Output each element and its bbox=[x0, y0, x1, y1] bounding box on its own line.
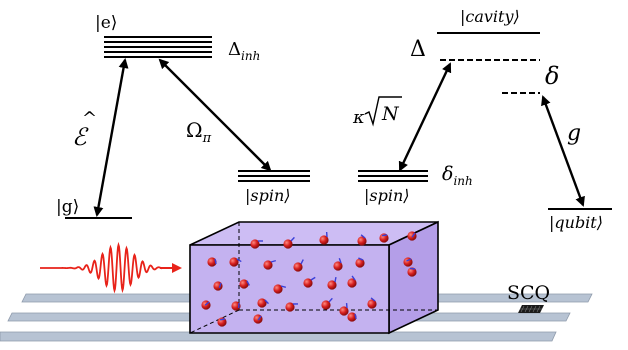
sqrt-sign bbox=[364, 96, 402, 127]
spin-arrow-icon bbox=[300, 259, 304, 265]
spin-label-right: |spin⟩ bbox=[364, 186, 410, 205]
spin-arrow-icon bbox=[411, 232, 416, 238]
spin-arrow-icon bbox=[280, 285, 287, 288]
spin-arrow-icon bbox=[219, 318, 226, 321]
spin-arrow-icon bbox=[214, 258, 217, 265]
spin-atom bbox=[257, 298, 267, 308]
spin-atom bbox=[253, 314, 263, 324]
collective-coupling-arrow bbox=[398, 62, 452, 172]
spin-atom bbox=[319, 235, 329, 245]
spin-arrow-icon bbox=[246, 280, 250, 286]
spin-arrow-icon bbox=[218, 282, 222, 288]
spin-atom bbox=[357, 236, 367, 246]
control-transition-arrow bbox=[158, 58, 272, 172]
qubit-coupling-arrow bbox=[541, 95, 585, 207]
spin-levels-right bbox=[358, 170, 428, 182]
inhomogeneous-broadening-label: Δinh bbox=[228, 39, 260, 63]
spin-arrow-icon bbox=[334, 276, 337, 283]
spin-arrow-icon bbox=[370, 297, 376, 302]
spin-atom bbox=[213, 281, 223, 291]
spin-atom bbox=[403, 257, 413, 267]
spin-atom bbox=[339, 306, 349, 316]
ground-state-label: |g⟩ bbox=[56, 197, 79, 217]
spin-arrow-icon bbox=[358, 257, 364, 261]
spin-atom bbox=[285, 302, 295, 312]
scq-label: SCQ bbox=[507, 282, 550, 304]
spin-arrow-icon bbox=[310, 276, 316, 281]
spin-levels-left bbox=[238, 170, 310, 182]
spin-atom bbox=[283, 239, 293, 249]
cavity-label: |cavity⟩ bbox=[460, 7, 520, 26]
spin-atom bbox=[367, 299, 377, 309]
spin-atom bbox=[303, 278, 313, 288]
spin-arrow-icon bbox=[381, 234, 388, 237]
spin-atom bbox=[293, 262, 303, 272]
spin-atom bbox=[263, 260, 273, 270]
spin-arrow-icon bbox=[236, 258, 242, 263]
qubit-coupling-label: g bbox=[567, 121, 581, 146]
qubit-label: |qubit⟩ bbox=[549, 213, 603, 232]
spin-atom bbox=[239, 279, 249, 289]
spin-arrow-icon bbox=[360, 234, 366, 239]
collective-coupling-n: N bbox=[381, 103, 400, 125]
spin-atom bbox=[207, 257, 217, 267]
probe-field-label: ℰ bbox=[72, 123, 89, 151]
spin-arrow-icon bbox=[409, 267, 416, 270]
spin-atom bbox=[407, 231, 417, 241]
spin-atom bbox=[407, 267, 417, 277]
spin-arrow-icon bbox=[204, 301, 210, 306]
spin-atom bbox=[347, 312, 357, 322]
probe-field-hat: ^ bbox=[82, 108, 97, 129]
spin-atom bbox=[355, 258, 365, 268]
spin-arrow-icon bbox=[354, 313, 357, 320]
scq-chip-icon bbox=[518, 305, 544, 313]
excited-state-label: |e⟩ bbox=[95, 13, 117, 33]
spin-arrow-icon bbox=[257, 315, 262, 321]
spin-inhomogeneous-label: δinh bbox=[442, 163, 473, 188]
spin-atom bbox=[333, 261, 343, 271]
spin-atom bbox=[250, 239, 260, 249]
spin-arrow-icon bbox=[406, 258, 412, 262]
spin-atom bbox=[273, 284, 283, 294]
spin-arrow-icon bbox=[290, 236, 295, 242]
spin-atom bbox=[347, 278, 357, 288]
spin-arrow-icon bbox=[264, 299, 269, 305]
spin-atom bbox=[229, 257, 239, 267]
optical-pulse bbox=[40, 241, 163, 294]
excited-state-levels bbox=[104, 36, 212, 58]
rabi-frequency-label: Ωπ bbox=[186, 118, 212, 146]
probe-transition-arrow bbox=[93, 58, 129, 217]
collective-coupling-prefix: κ bbox=[352, 107, 365, 128]
spin-arrow-icon bbox=[328, 297, 333, 303]
spin-arrow-icon bbox=[338, 258, 342, 264]
cavity-detuning-label: Δ bbox=[410, 37, 426, 62]
spin-arrow-icon bbox=[351, 275, 356, 281]
spin-atom bbox=[327, 280, 337, 290]
qubit-detuning-label: δ bbox=[545, 62, 559, 90]
spin-atoms bbox=[201, 231, 417, 327]
spin-label-left: |spin⟩ bbox=[245, 186, 291, 205]
spin-atom bbox=[321, 300, 331, 310]
spin-arrow-icon bbox=[270, 259, 276, 263]
